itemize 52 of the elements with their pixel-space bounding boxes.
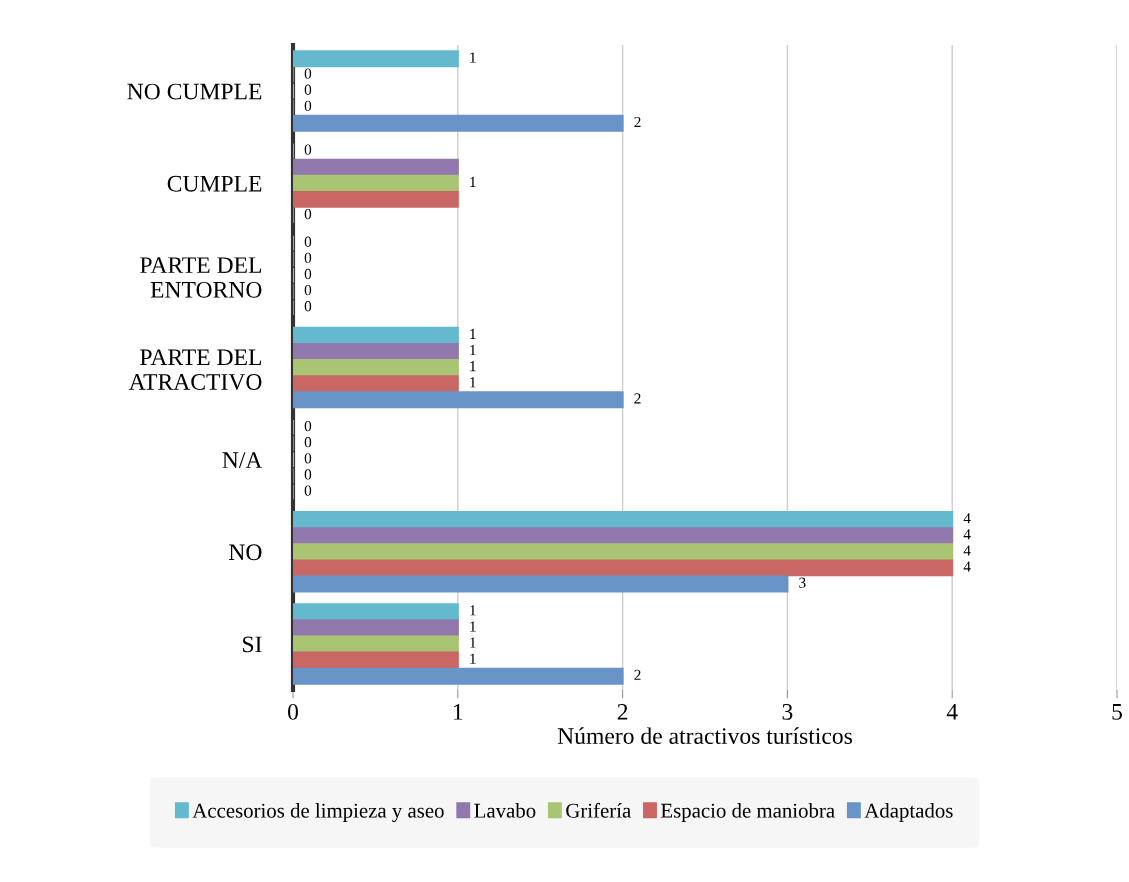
y-tick-label: NO <box>229 544 262 561</box>
data-label: 2 <box>634 116 641 127</box>
data-label: 0 <box>304 252 312 264</box>
data-label: 0 <box>304 285 312 296</box>
y-tick-label: PARTE DEL ATRACTIVO <box>128 349 262 391</box>
data-label: 0 <box>304 268 312 280</box>
data-label: 1 <box>470 52 476 63</box>
y-tick-label: NO CUMPLE <box>127 83 262 100</box>
data-label: 1 <box>470 621 476 632</box>
x-tick-label: 3 <box>782 703 793 720</box>
data-label: 3 <box>799 577 806 588</box>
data-label: 4 <box>963 545 971 556</box>
x-tick-label: 2 <box>617 703 628 720</box>
data-label: 2 <box>634 669 641 680</box>
data-label: 0 <box>304 453 312 464</box>
data-label: 1 <box>470 653 476 664</box>
data-label: 4 <box>963 561 971 572</box>
x-tick-label: 1 <box>453 703 463 720</box>
data-label: 1 <box>470 637 476 648</box>
data-label: 1 <box>470 328 476 339</box>
data-label: 1 <box>470 605 476 616</box>
data-label: 0 <box>304 144 312 155</box>
data-label: 0 <box>304 469 312 480</box>
legend-label: Adaptados <box>864 803 953 822</box>
data-label: 0 <box>304 68 312 79</box>
y-tick-label: N/A <box>222 452 263 469</box>
y-tick-label: CUMPLE <box>167 175 262 192</box>
data-label: 1 <box>470 344 476 356</box>
data-label: 4 <box>963 529 971 540</box>
data-label: 1 <box>470 176 476 187</box>
y-tick-label: PARTE DEL ENTORNO <box>140 257 262 298</box>
data-label: 0 <box>304 100 312 112</box>
legend-label: Grifería <box>566 802 631 818</box>
data-label: 0 <box>304 208 312 220</box>
data-label: 1 <box>470 361 476 372</box>
data-label: 0 <box>304 301 312 312</box>
x-axis-title: Número de atractivos turísticos <box>557 727 852 744</box>
x-tick-label: 5 <box>1112 704 1122 720</box>
legend-label: Lavabo <box>474 803 536 818</box>
data-label: 1 <box>470 377 476 388</box>
y-tick-label: SI <box>243 636 262 653</box>
x-tick-label: 0 <box>288 703 298 720</box>
data-label: 4 <box>963 513 971 524</box>
data-label: 0 <box>304 420 312 432</box>
data-label: 0 <box>304 485 312 496</box>
x-tick-label: 4 <box>946 704 958 720</box>
data-label: 0 <box>304 84 312 95</box>
data-label: 0 <box>304 236 312 247</box>
data-label: 2 <box>634 393 641 404</box>
legend-label: Espacio de maniobra <box>661 803 835 822</box>
legend-label: Accesorios de limpieza y aseo <box>192 803 444 822</box>
data-label: 0 <box>304 437 312 448</box>
